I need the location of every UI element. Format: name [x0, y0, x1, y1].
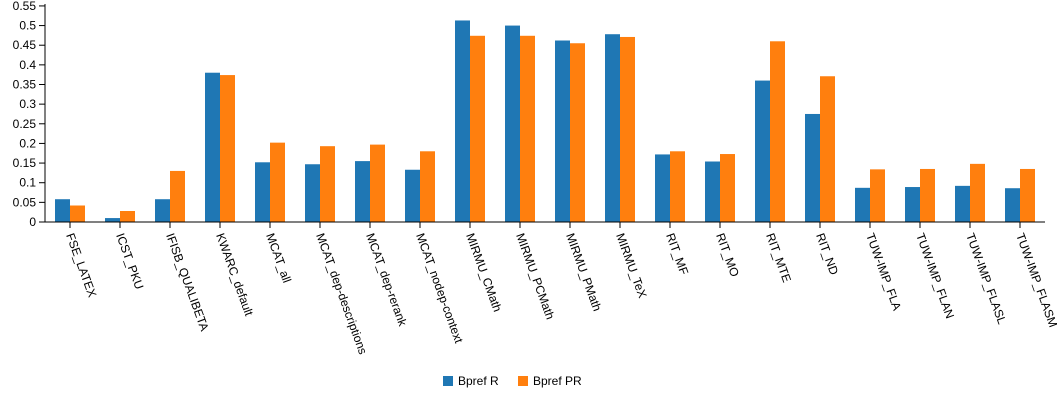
bar-bpref-pr-19 [1020, 168, 1035, 222]
y-tick-label: 0.15 [13, 156, 37, 170]
x-tick-label: MCAT_dep-descriptions [313, 231, 370, 356]
x-tick-label: RIT_MF [663, 231, 691, 277]
bar-bpref-pr-0 [70, 205, 85, 222]
bar-bpref-r-19 [1005, 188, 1020, 222]
bar-bpref-pr-2 [170, 170, 185, 222]
legend: Bpref R Bpref PR [443, 374, 582, 388]
bar-bpref-r-10 [555, 40, 570, 222]
bar-bpref-r-6 [355, 161, 370, 222]
legend-swatch-bpref-r [443, 376, 453, 386]
bar-bpref-pr-11 [620, 36, 635, 222]
bar-bpref-r-8 [455, 20, 470, 223]
x-tick-label: MIRMU_TeX [613, 231, 649, 300]
bar-bpref-pr-10 [570, 43, 585, 222]
y-tick-label: 0.55 [13, 0, 37, 13]
bar-bpref-r-2 [155, 199, 170, 222]
x-tick-label: TUW-IMP_FLASM [1013, 231, 1057, 329]
x-tick-label: MIRMU_PCMath [513, 231, 557, 321]
y-tick-label: 0.2 [19, 136, 36, 150]
bar-bpref-r-9 [505, 25, 520, 223]
bar-bpref-pr-13 [720, 154, 735, 222]
y-tick-label: 0.3 [19, 97, 36, 111]
bar-bpref-pr-12 [670, 151, 685, 222]
bars-group [55, 20, 1035, 223]
bar-bpref-r-4 [255, 162, 270, 222]
x-tick-label: ICST_PKU [113, 231, 146, 291]
x-tick-label: RIT_MO [713, 231, 742, 278]
bar-bpref-r-12 [655, 154, 670, 222]
x-tick-label: TUW-IMP_FLASL [963, 231, 1009, 326]
bar-bpref-r-18 [955, 185, 970, 222]
bar-bpref-r-15 [805, 113, 820, 222]
bar-bpref-pr-7 [420, 151, 435, 222]
bar-bpref-pr-6 [370, 144, 385, 222]
bar-bpref-pr-15 [820, 76, 835, 222]
y-tick-label: 0.05 [13, 195, 37, 209]
bar-bpref-r-1 [105, 218, 120, 222]
bar-bpref-r-13 [705, 161, 720, 222]
x-tick-label: IFISB_QUALIBETA [163, 231, 211, 333]
bar-bpref-pr-4 [270, 142, 285, 222]
bar-bpref-r-17 [905, 187, 920, 222]
bar-bpref-pr-17 [920, 168, 935, 222]
x-tick-label: MCAT_all [263, 231, 294, 284]
legend-label-bpref-r: Bpref R [458, 374, 499, 388]
x-tick-label: TUW-IMP_FLA [863, 231, 904, 312]
bar-bpref-pr-18 [970, 163, 985, 222]
x-tick-label: FSE_LATEX [63, 231, 99, 299]
y-tick-label: 0.5 [19, 19, 36, 33]
bar-bpref-r-7 [405, 169, 420, 222]
y-axis: 0 0.05 0.1 0.15 0.2 0.25 0.3 0.35 0.4 0.45 0.5 0.55 [13, 0, 46, 229]
x-tick-label: RIT_MTE [763, 231, 794, 284]
bar-bpref-r-16 [855, 187, 870, 222]
bar-bpref-pr-1 [120, 211, 135, 222]
x-tick-label: MCAT_dep-rerank [363, 231, 410, 329]
bar-bpref-pr-3 [220, 75, 235, 222]
x-axis: FSE_LATEX ICST_PKU IFISB_QUALIBETA KWARC_de… [45, 221, 1057, 356]
x-tick-label: RIT_ND [813, 231, 841, 277]
legend-label-bpref-pr: Bpref PR [533, 374, 582, 388]
bar-bpref-pr-5 [320, 146, 335, 222]
y-tick-label: 0.35 [13, 78, 37, 92]
x-tick-label: MIRMU_CMath [463, 231, 504, 313]
bar-bpref-r-11 [605, 34, 620, 222]
bar-bpref-r-5 [305, 164, 320, 222]
x-tick-label: MIRMU_PMath [563, 231, 604, 313]
bar-bpref-pr-8 [470, 35, 485, 223]
bar-bpref-r-3 [205, 72, 220, 222]
bar-bpref-pr-16 [870, 169, 885, 222]
y-tick-label: 0.4 [19, 58, 36, 72]
y-tick-label: 0.25 [13, 117, 37, 131]
bar-bpref-r-0 [55, 199, 70, 222]
x-tick-label: KWARC_default [213, 231, 256, 318]
bar-bpref-r-14 [755, 80, 770, 222]
x-tick-label: TUW-IMP_FLAN [913, 231, 957, 320]
y-tick-label: 0.45 [13, 38, 37, 52]
bar-bpref-pr-14 [770, 41, 785, 223]
y-tick-label: 0.1 [19, 176, 36, 190]
bar-bpref-pr-9 [520, 35, 535, 223]
legend-swatch-bpref-pr [518, 376, 528, 386]
x-tick-label: MCAT_nodep-context [413, 231, 466, 345]
y-tick-label: 0 [29, 215, 36, 229]
